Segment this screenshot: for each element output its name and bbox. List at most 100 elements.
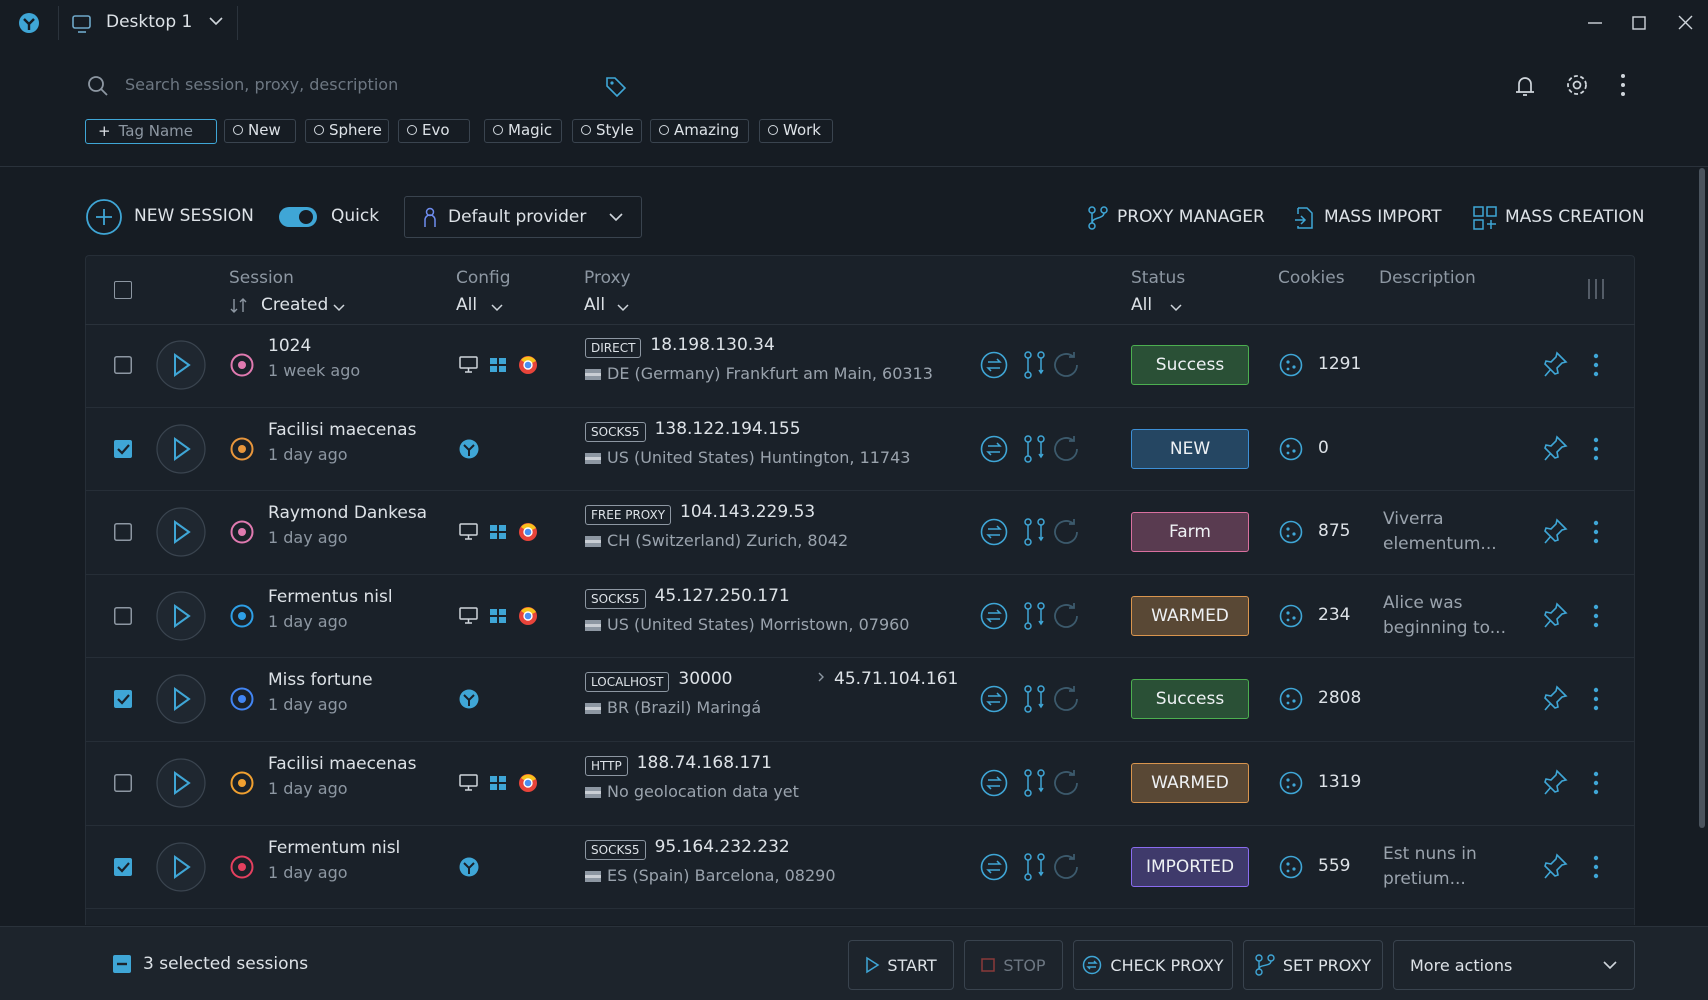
filter-chevron[interactable] [1169,303,1183,312]
desktop-config [459,774,537,792]
pin-button[interactable] [1543,435,1568,462]
new-session[interactable]: NEW SESSION [134,206,254,226]
proxy-location: CH (Switzerland) Zurich, 8042 [607,531,849,551]
mass-creation[interactable]: MASS CREATION [1505,207,1645,227]
quick-toggle[interactable] [279,206,317,228]
pin-button[interactable] [1543,518,1568,545]
filter-chevron[interactable] [490,303,504,312]
row-actions[interactable] [980,518,1080,546]
flag-part [585,791,601,794]
row-checkbox[interactable] [114,690,132,709]
proxy-filter[interactable]: All [584,295,606,315]
status-badge[interactable]: Farm [1131,512,1249,553]
tag[interactable]: Magic [484,119,562,143]
row-menu[interactable] [1593,437,1599,461]
row-checkbox[interactable] [114,606,132,625]
row-menu[interactable] [1593,353,1599,377]
scrollbar[interactable] [1699,168,1705,828]
row-actions-part [1037,351,1045,359]
row-menu[interactable] [1593,604,1599,628]
row-checkbox-part [117,443,130,455]
header-actions-part [1567,75,1587,95]
tag[interactable]: Amazing [650,119,749,143]
play-button[interactable] [156,591,206,641]
add-tag[interactable]: + Tag Name [85,119,217,144]
row-checkbox[interactable] [114,356,132,374]
session-icon [230,520,254,544]
play-button[interactable] [156,758,206,808]
play-button[interactable] [156,423,206,474]
config-filter[interactable]: All [456,295,478,315]
stop-button[interactable]: STOP [964,940,1063,990]
row-actions-part [980,853,1008,880]
desktop-dropdown[interactable] [208,16,224,26]
tag[interactable]: Work [759,119,833,143]
row-actions-part [986,525,1002,539]
row-checkbox[interactable] [114,523,132,542]
play-button[interactable] [156,340,206,390]
start-button[interactable]: START [848,940,954,990]
pin-button[interactable] [1543,853,1568,880]
selection-indicator[interactable] [113,955,131,973]
row-actions[interactable] [980,852,1080,881]
tag[interactable]: Style [572,119,642,143]
check-proxy-button[interactable]: CHECK PROXY [1073,940,1233,990]
row-actions[interactable] [980,769,1080,797]
header-actions[interactable] [1512,73,1634,99]
status-badge[interactable]: Success [1131,345,1249,385]
filter-chevron[interactable] [332,303,346,312]
set-proxy-button[interactable]: SET PROXY [1243,940,1383,990]
sort-label[interactable]: Created [261,295,329,315]
status-badge[interactable]: WARMED [1131,763,1249,803]
column-settings[interactable] [1587,279,1607,299]
pin-button[interactable] [1543,351,1568,378]
tag[interactable]: Sphere [305,119,389,143]
proxy-manager[interactable]: PROXY MANAGER [1117,207,1265,227]
row-actions[interactable] [980,685,1080,714]
search-input[interactable]: Search session, proxy, description [125,75,399,94]
tag-filter[interactable] [605,76,627,98]
row-menu[interactable] [1593,771,1599,795]
row-checkbox[interactable] [114,774,132,792]
sort-icon[interactable] [229,297,249,315]
session-icon-part [230,687,254,711]
cookie-icon-part [1286,778,1290,782]
row-actions[interactable] [980,434,1080,463]
column-config: Config [456,268,511,288]
window-controls[interactable] [1586,14,1696,32]
row-checkbox[interactable] [114,439,132,458]
status-filter[interactable]: All [1131,295,1153,315]
row-menu[interactable] [1593,520,1599,544]
row-menu[interactable] [1593,855,1599,879]
row-actions[interactable] [980,602,1080,630]
row-actions-part [1024,622,1032,630]
web-config-part [463,443,475,456]
row-menu-part [1593,538,1599,544]
play-button[interactable] [156,674,206,724]
row-checkbox[interactable] [114,857,132,876]
pin-button[interactable] [1543,685,1568,712]
session-icon-part [230,604,254,628]
tag[interactable]: Evo [398,119,470,143]
status-badge[interactable]: NEW [1131,428,1249,469]
mass-import[interactable]: MASS IMPORT [1324,207,1442,227]
pin-button[interactable] [1543,602,1568,629]
more-actions[interactable]: More actions [1393,940,1635,990]
cookie-icon-part [1286,611,1290,615]
filter-chevron[interactable] [616,303,630,312]
provider-select[interactable] [404,196,642,238]
status-badge[interactable]: IMPORTED [1131,846,1249,887]
new-session-icon[interactable] [85,198,123,236]
play-button[interactable] [156,507,206,557]
select-all[interactable] [114,281,132,299]
row-actions[interactable] [980,351,1080,379]
status-badge[interactable]: Success [1131,679,1249,720]
proxy-address: 188.74.168.171 [636,753,772,773]
play-button[interactable] [156,841,206,892]
tag[interactable]: New [224,119,296,143]
row-menu[interactable] [1593,687,1599,711]
desktop-title[interactable]: Desktop 1 [106,12,193,32]
status-badge[interactable]: WARMED [1131,595,1249,636]
pin-button[interactable] [1543,769,1568,796]
